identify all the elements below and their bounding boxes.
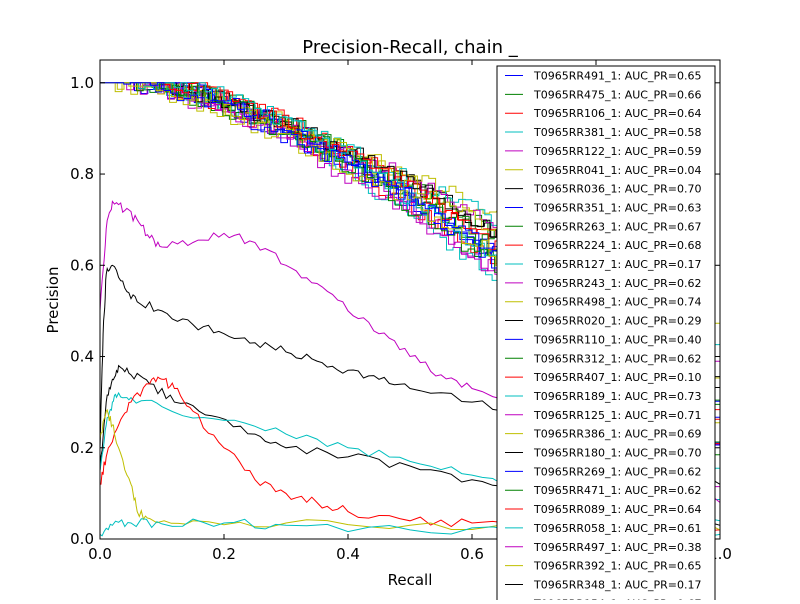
legend-label: T0965RR243_1: AUC_PR=0.62	[533, 277, 701, 290]
x-tick-label: 0.0	[88, 545, 112, 563]
legend-label: T0965RR110_1: AUC_PR=0.40	[533, 333, 701, 346]
legend-box	[496, 65, 716, 604]
legend-label: T0965RR491_1: AUC_PR=0.65	[533, 70, 701, 83]
x-tick-label: 0.4	[336, 545, 360, 563]
y-tick-label: 0.2	[70, 439, 94, 457]
legend-label: T0965RR020_1: AUC_PR=0.29	[533, 315, 701, 328]
legend-label: T0965RR089_1: AUC_PR=0.64	[533, 503, 701, 516]
legend: T0965RR491_1: AUC_PR=0.65 T0965RR475_1: A…	[496, 65, 716, 604]
y-tick-label: 0.6	[70, 256, 94, 274]
legend-label: T0965RR127_1: AUC_PR=0.17	[533, 258, 701, 271]
legend-label: T0965RR497_1: AUC_PR=0.38	[533, 541, 701, 554]
legend-label: T0965RR189_1: AUC_PR=0.73	[533, 390, 701, 403]
legend-label: T0965RR407_1: AUC_PR=0.10	[533, 371, 701, 384]
legend-label: T0965RR224_1: AUC_PR=0.68	[533, 239, 701, 252]
legend-label: T0965RR351_1: AUC_PR=0.63	[533, 201, 701, 214]
axes-frame	[99, 59, 721, 540]
chart-title: Precision-Recall, chain _	[302, 37, 518, 58]
legend-label: T0965RR122_1: AUC_PR=0.59	[533, 145, 701, 158]
legend-label: T0965RR180_1: AUC_PR=0.70	[533, 447, 701, 460]
y-tick-label: 0.0	[70, 530, 94, 548]
y-tick-label: 1.0	[70, 74, 94, 92]
legend-label: T0965RR348_1: AUC_PR=0.17	[533, 578, 701, 591]
legend-label: T0965RR058_1: AUC_PR=0.61	[533, 522, 701, 535]
legend-label: T0965RR312_1: AUC_PR=0.62	[533, 352, 701, 365]
x-tick-label: 0.6	[460, 545, 484, 563]
x-axis-label: Recall	[388, 571, 433, 589]
low-curve-3	[99, 376, 721, 534]
legend-label: T0965RR269_1: AUC_PR=0.62	[533, 465, 701, 478]
legend-label: T0965RR106_1: AUC_PR=0.64	[533, 107, 701, 120]
legend-label: T0965RR041_1: AUC_PR=0.04	[533, 164, 701, 177]
legend-label: T0965RR386_1: AUC_PR=0.69	[533, 428, 701, 441]
legend-label: T0965RR392_1: AUC_PR=0.65	[533, 560, 701, 573]
x-tick-label: 0.2	[212, 545, 236, 563]
legend-label: T0965RR475_1: AUC_PR=0.66	[533, 88, 701, 101]
legend-label: T0965RR036_1: AUC_PR=0.70	[533, 183, 701, 196]
y-axis-label: Precision	[44, 267, 62, 334]
legend-label: T0965RR125_1: AUC_PR=0.71	[533, 409, 701, 422]
legend-label: T0965RR498_1: AUC_PR=0.74	[533, 296, 701, 309]
legend-label: T0965RR263_1: AUC_PR=0.67	[533, 220, 701, 233]
y-tick-label: 0.8	[70, 165, 94, 183]
y-tick-label: 0.4	[70, 348, 94, 366]
legend-label: T0965RR381_1: AUC_PR=0.58	[533, 126, 701, 139]
legend-label: T0965RR471_1: AUC_PR=0.62	[533, 484, 701, 497]
